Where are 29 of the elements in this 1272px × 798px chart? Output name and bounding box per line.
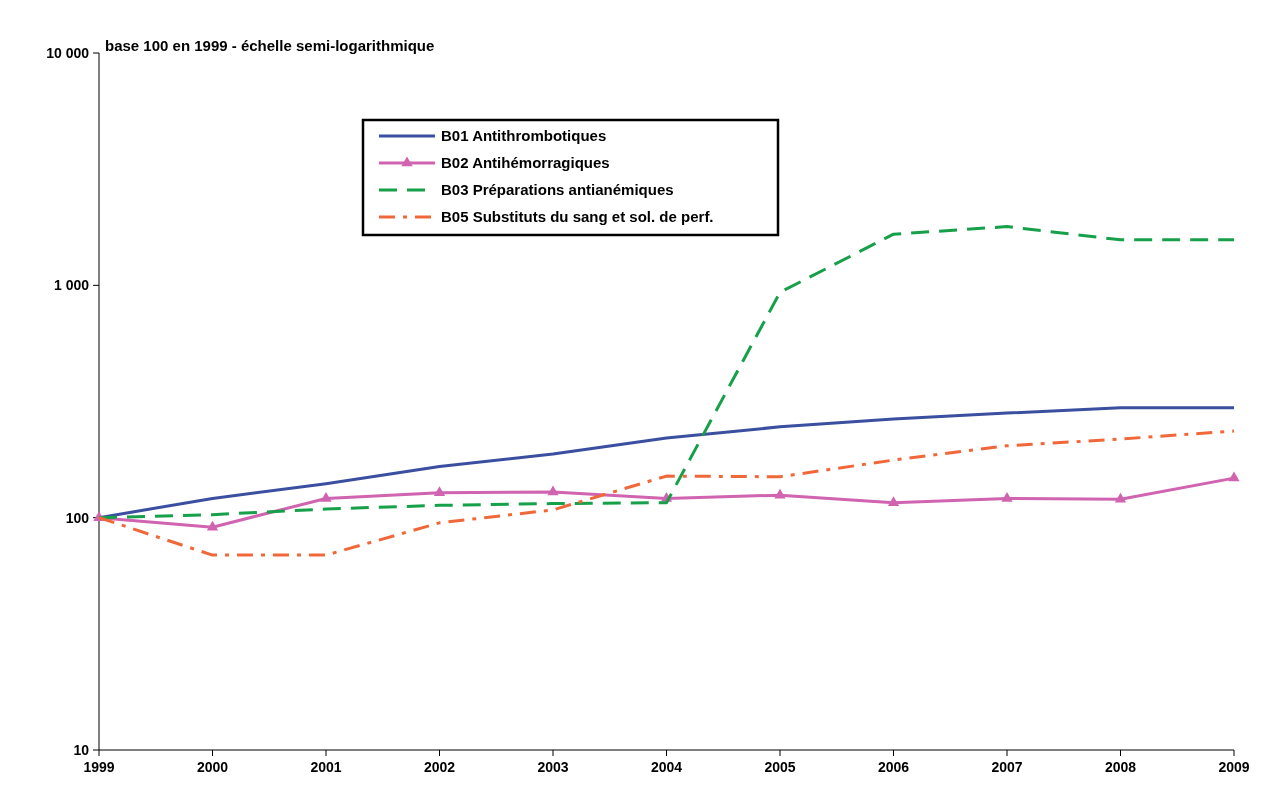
point: [547, 485, 559, 496]
x-tick-label: 2003: [537, 759, 569, 775]
x-tick-label: 2001: [310, 759, 342, 775]
legend-label: B01 Antithrombotiques: [441, 127, 607, 145]
x-tick-label: 2008: [1104, 759, 1137, 775]
point: [320, 491, 332, 502]
point: [774, 488, 786, 499]
x-tick-label: 1999: [83, 759, 115, 775]
x-tick-label: 2002: [423, 759, 456, 775]
point: [1114, 492, 1127, 503]
chart-title: base 100 en 1999 - échelle semi-logarithmique: [105, 37, 435, 54]
point: [887, 496, 900, 506]
x-tick-label: 2006: [877, 759, 910, 775]
x-tick-label: 2005: [764, 759, 796, 775]
y-tick-label: 100: [65, 509, 90, 526]
y-tick-label: 10: [73, 741, 90, 758]
x-tick-label: 2009: [1218, 759, 1250, 775]
x-tick-label: 2007: [991, 759, 1023, 775]
point: [206, 520, 219, 531]
x-tick-label: 2000: [196, 759, 229, 775]
point: [433, 486, 446, 497]
legend-label: B03 Préparations antianémiques: [441, 181, 674, 199]
legend-label: B05 Substituts du sang et sol. de perf.: [441, 208, 714, 226]
legend-label: B02 Antihémorragiques: [441, 154, 610, 172]
y-tick-label: 1 000: [53, 277, 90, 294]
point: [1001, 491, 1013, 502]
point: [1228, 471, 1240, 482]
y-tick-label: 10 000: [46, 44, 90, 61]
x-tick-label: 2004: [650, 759, 683, 775]
